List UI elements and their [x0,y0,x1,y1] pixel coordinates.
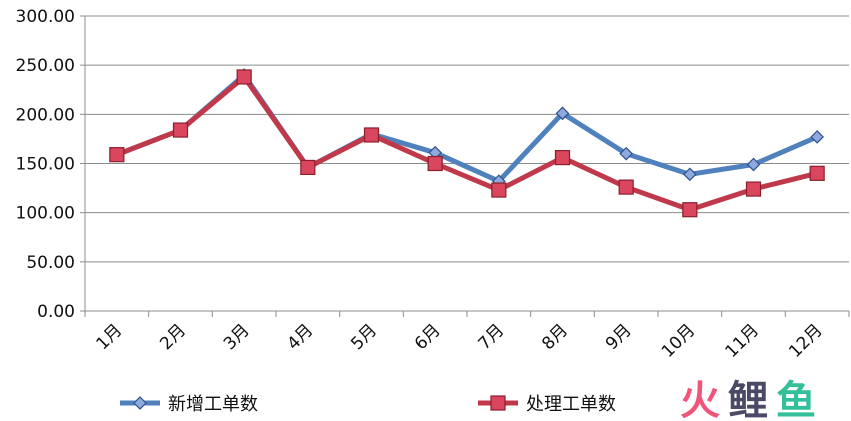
x-tick-label: 9月 [602,320,636,354]
legend-entry: 新增工单数 [120,394,258,415]
x-tick-label: 1月 [93,320,127,354]
x-tick-label: 4月 [284,320,318,354]
data-point-square [236,69,252,85]
x-tick-label: 3月 [220,320,254,354]
data-point-square [745,181,762,197]
x-axis-ticks: 1月 2月 3月 4月 5月 6月 7月 8月 9月 10月 11月 12月 [84,311,850,362]
watermark-logo: 火鲤鱼 [680,378,816,421]
legend-label: 处理工单数 [526,394,616,415]
data-point-square [363,127,380,143]
data-point-diamond [746,157,761,172]
y-axis-ticks: 0.00 50.00 100.00 150.00 200.00 250.00 300.00 [16,7,75,322]
x-tick-label: 7月 [475,320,509,354]
y-tick-label: 100.00 [16,204,75,224]
series-line [114,74,820,213]
watermark-char: 鱼 [776,378,816,421]
y-tick-label: 200.00 [16,105,75,125]
x-tick-label: 8月 [538,320,572,354]
x-tick-label: 2月 [156,320,190,354]
legend-marker [133,396,147,410]
data-point-square [300,159,316,176]
data-point-square [618,179,634,195]
series-group [109,68,825,218]
x-tick-label: 11月 [722,320,763,361]
y-tick-label: 150.00 [16,155,75,175]
x-tick-label: 5月 [347,320,381,354]
series-2 [109,69,825,218]
y-tick-label: 0.00 [37,302,75,322]
data-point-square [682,202,698,218]
legend-entry: 处理工单数 [478,394,616,415]
data-point-diamond [810,130,825,144]
series-1 [109,68,825,189]
x-tick-label: 10月 [658,320,699,361]
data-point-square [427,155,443,172]
series-line [114,72,820,184]
data-point-square [554,150,571,166]
data-point-diamond [682,167,697,182]
gridlines [80,15,849,312]
data-point-diamond [555,106,570,121]
data-point-square [809,165,825,181]
x-tick-label: 6月 [411,320,445,354]
x-tick-label: 12月 [785,320,826,361]
watermark-char: 火 [680,378,720,421]
y-tick-label: 300.00 [16,7,75,27]
data-point-square [491,182,507,198]
y-tick-label: 50.00 [26,253,75,273]
legend-marker [490,395,506,411]
y-tick-label: 250.00 [16,56,75,76]
data-point-diamond [619,146,634,161]
legend-label: 新增工单数 [168,394,258,415]
data-point-square [109,147,125,163]
legend: 新增工单数 处理工单数 [120,394,616,415]
watermark-char: 鲤 [728,378,768,421]
data-point-square [172,122,189,138]
